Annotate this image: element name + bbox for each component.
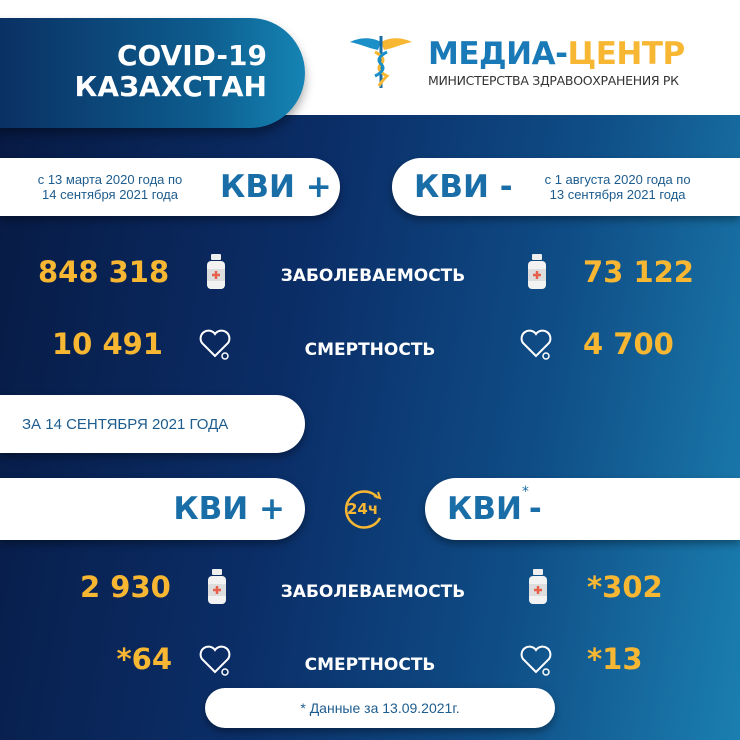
cases-label: ЗАБОЛЕВАЕМОСТЬ [280, 266, 466, 286]
heart-icon [199, 645, 231, 676]
daily-deaths-label: СМЕРТНОСТЬ [304, 655, 436, 675]
date-label: ЗА 14 СЕНТЯБРЯ 2021 ГОДА [22, 415, 229, 433]
heart-icon [520, 645, 552, 676]
caduceus-logo-icon [350, 36, 412, 88]
bottle-icon [206, 569, 228, 605]
daily-positive-deaths: *64 [116, 642, 172, 676]
bottle-icon [526, 254, 548, 290]
kvi-negative-label: КВИ - [414, 169, 513, 205]
daily-kvi-negative-label: КВИ [447, 491, 522, 527]
logo-name: МЕДИА-ЦЕНТР [428, 36, 685, 72]
24h-icon: 24ч [340, 488, 386, 532]
daily-positive-pill: КВИ + [0, 478, 305, 540]
period-positive: с 13 марта 2020 года по 14 сентября 2021 … [37, 172, 183, 202]
kvi-positive-label: КВИ + [220, 169, 332, 205]
heart-icon [520, 329, 552, 360]
footnote: * Данные за 13.09.2021г. [300, 700, 460, 716]
cumulative-negative-cases: 73 122 [583, 255, 694, 289]
title-banner: COVID-19 КАЗАХСТАН [0, 18, 305, 128]
logo-subtitle: МИНИСТЕРСТВА ЗДРАВООХРАНЕНИЯ РК [428, 73, 679, 88]
asterisk: * [521, 484, 529, 500]
deaths-label: СМЕРТНОСТЬ [304, 340, 436, 360]
bottle-icon [527, 569, 549, 605]
cumulative-negative-pill: КВИ - с 1 августа 2020 года по 13 сентябр… [392, 158, 740, 216]
period-negative: с 1 августа 2020 года по 13 сентября 2021… [544, 172, 691, 202]
title-line-2: КАЗАХСТАН [74, 70, 267, 103]
daily-kvi-positive-label: КВИ + [173, 491, 285, 527]
title-line-1: COVID-19 [116, 39, 267, 72]
daily-cases-label: ЗАБОЛЕВАЕМОСТЬ [280, 582, 466, 602]
cumulative-positive-cases: 848 318 [38, 255, 170, 289]
heart-icon [199, 329, 231, 360]
daily-positive-cases: 2 930 [80, 570, 171, 604]
footnote-pill: * Данные за 13.09.2021г. [205, 688, 555, 728]
cumulative-positive-pill: с 13 марта 2020 года по 14 сентября 2021 … [0, 158, 340, 216]
daily-negative-cases: *302 [587, 570, 663, 604]
date-pill: ЗА 14 СЕНТЯБРЯ 2021 ГОДА [0, 395, 305, 453]
cumulative-negative-deaths: 4 700 [583, 327, 674, 361]
cumulative-positive-deaths: 10 491 [52, 327, 163, 361]
daily-negative-pill: КВИ * - [425, 478, 740, 540]
bottle-icon [205, 254, 227, 290]
daily-negative-deaths: *13 [587, 642, 643, 676]
